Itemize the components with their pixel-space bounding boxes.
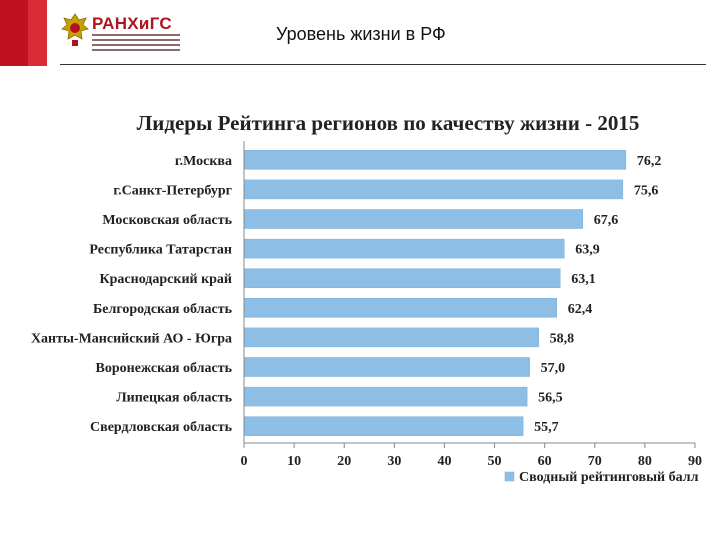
x-tick-label: 70 bbox=[588, 454, 602, 469]
x-tick-label: 30 bbox=[387, 454, 401, 469]
legend-label: Сводный рейтинговый балл bbox=[519, 470, 699, 485]
chart-title: Лидеры Рейтинга регионов по качеству жиз… bbox=[137, 111, 640, 135]
bar bbox=[243, 386, 528, 407]
x-tick-label: 60 bbox=[538, 454, 552, 469]
category-label: Свердловская область bbox=[90, 420, 233, 435]
value-label: 67,6 bbox=[594, 213, 619, 228]
header-divider bbox=[60, 64, 706, 65]
x-tick-label: 20 bbox=[337, 454, 351, 469]
legend-swatch bbox=[504, 471, 515, 482]
bar bbox=[243, 298, 557, 318]
value-label: 55,7 bbox=[534, 420, 559, 435]
bar bbox=[243, 209, 584, 229]
x-tick-label: 50 bbox=[488, 454, 502, 469]
brand-accent-bar bbox=[0, 0, 47, 66]
x-tick-label: 80 bbox=[638, 454, 652, 469]
category-label: Краснодарский край bbox=[99, 272, 232, 287]
category-label: г.Санкт-Петербург bbox=[113, 183, 232, 198]
bar bbox=[243, 416, 524, 436]
value-label: 63,1 bbox=[571, 272, 596, 287]
x-tick-label: 90 bbox=[688, 454, 702, 469]
value-label: 56,5 bbox=[538, 391, 563, 406]
category-label: Липецкая область bbox=[116, 391, 232, 406]
category-label: Республика Татарстан bbox=[89, 243, 232, 258]
category-label: Московская область bbox=[102, 213, 232, 228]
value-label: 58,8 bbox=[550, 331, 575, 346]
bar bbox=[243, 179, 624, 200]
value-label: 63,9 bbox=[575, 243, 600, 258]
x-tick-label: 40 bbox=[437, 454, 451, 469]
bar bbox=[243, 150, 627, 170]
value-label: 57,0 bbox=[541, 361, 566, 376]
bar bbox=[243, 357, 530, 377]
bar bbox=[243, 268, 561, 288]
logo-text: РАНХиГС bbox=[92, 14, 172, 33]
category-label: Ханты-Мансийский АО - Югра bbox=[31, 331, 232, 346]
value-label: 62,4 bbox=[568, 302, 593, 317]
value-label: 75,6 bbox=[634, 183, 659, 198]
logo-subtitle-lines bbox=[92, 34, 180, 54]
value-label: 76,2 bbox=[637, 154, 662, 169]
ranepa-logo: РАНХиГС bbox=[60, 12, 180, 52]
x-tick-label: 10 bbox=[287, 454, 301, 469]
category-label: Воронежская область bbox=[96, 361, 233, 376]
category-label: Белгородская область bbox=[93, 302, 233, 317]
bar bbox=[243, 327, 539, 348]
x-tick-label: 0 bbox=[241, 454, 248, 469]
eagle-emblem-icon bbox=[61, 13, 89, 46]
bar bbox=[243, 238, 565, 259]
category-label: г.Москва bbox=[175, 154, 232, 169]
page-title: Уровень жизни в РФ bbox=[276, 24, 446, 44]
